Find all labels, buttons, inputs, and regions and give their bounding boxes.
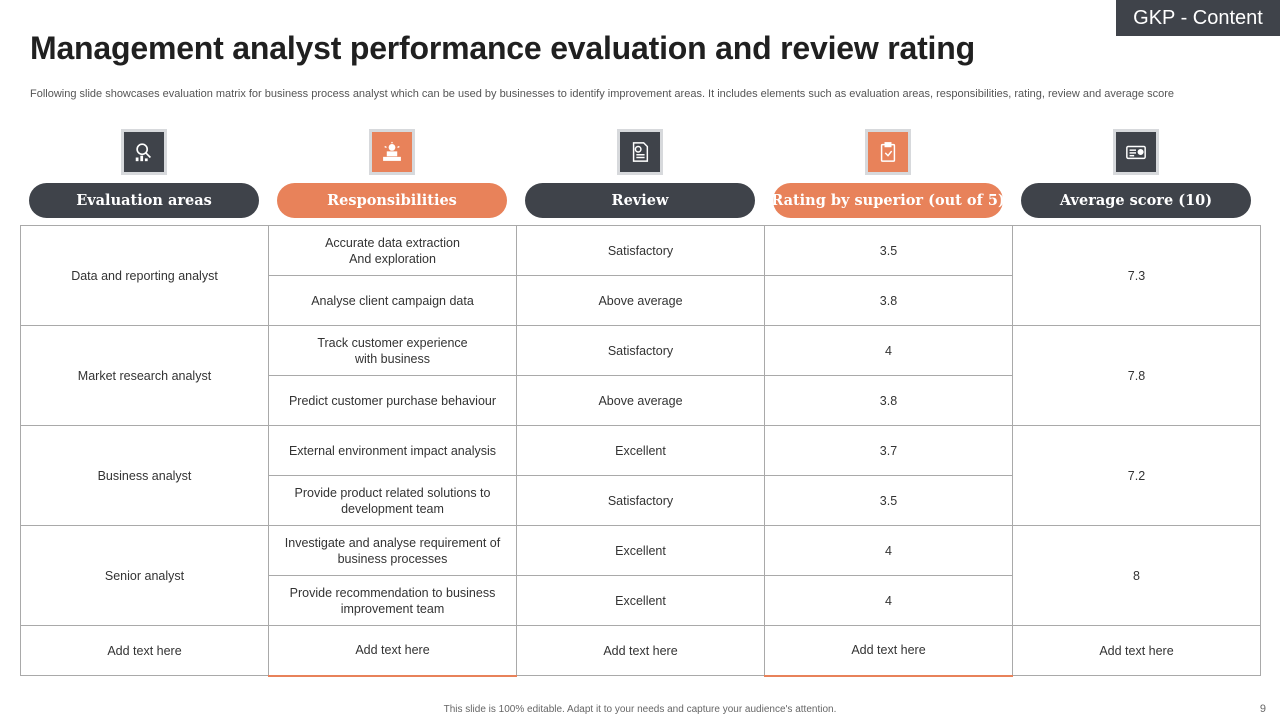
evaluation-area-cell: Data and reporting analyst xyxy=(20,225,269,326)
responsibility-cell: Accurate data extraction And exploration xyxy=(268,225,517,276)
table-row: Provide product related solutions to deve… xyxy=(21,475,1261,526)
section-badge: GKP - Content xyxy=(1116,0,1280,36)
responsibility-cell: Track customer experience with business xyxy=(268,325,517,376)
average-score-cell: 8 xyxy=(1012,525,1261,626)
review-cell: Above average xyxy=(516,275,765,326)
page-title: Management analyst performance evaluatio… xyxy=(30,30,975,66)
rating-cell: 3.5 xyxy=(764,225,1013,276)
table-row: Market research analyst Track customer e… xyxy=(20,325,1261,426)
average-score-cell: 7.3 xyxy=(1012,225,1261,326)
rating-cell: 3.8 xyxy=(764,275,1013,326)
column-icons-row xyxy=(20,129,1260,175)
placeholder-cell: Add text here xyxy=(764,625,1013,677)
table-row: Predict customer purchase behaviour Abov… xyxy=(21,375,1261,426)
placeholder-cell: Add text here xyxy=(20,625,269,676)
review-cell: Satisfactory xyxy=(516,225,765,276)
clipboard-icon xyxy=(865,129,911,175)
header-rating: Rating by superior (out of 5) xyxy=(771,183,1005,218)
responsibility-cell: External environment impact analysis xyxy=(268,425,517,476)
review-cell: Excellent xyxy=(516,575,765,626)
table-row: Senior analyst Investigate and analyse r… xyxy=(20,525,1261,626)
table-row: Business analyst External environment im… xyxy=(20,425,1261,526)
footer-note: This slide is 100% editable. Adapt it to… xyxy=(443,704,837,715)
placeholder-cell: Add text here xyxy=(1012,625,1261,676)
review-cell: Satisfactory xyxy=(516,475,765,526)
review-cell: Satisfactory xyxy=(516,325,765,376)
rating-cell: 4 xyxy=(764,525,1013,576)
rating-cell: 4 xyxy=(764,575,1013,626)
page-subtitle: Following slide showcases evaluation mat… xyxy=(30,88,1174,100)
report-document-icon xyxy=(617,129,663,175)
header-review: Review xyxy=(525,183,755,218)
table-row-placeholder: Add text here Add text here Add text her… xyxy=(20,625,1261,677)
table-row: Provide recommendation to business improv… xyxy=(21,575,1261,626)
placeholder-cell: Add text here xyxy=(516,625,765,676)
table-row: Data and reporting analyst Accurate data… xyxy=(20,225,1261,326)
evaluation-matrix-table: Data and reporting analyst Accurate data… xyxy=(20,225,1261,677)
review-cell: Above average xyxy=(516,375,765,426)
review-cell: Excellent xyxy=(516,425,765,476)
rating-cell: 4 xyxy=(764,325,1013,376)
header-average-score: Average score (10) xyxy=(1021,183,1251,218)
responsibility-cell: Predict customer purchase behaviour xyxy=(268,375,517,426)
header-responsibilities: Responsibilities xyxy=(277,183,507,218)
responsibility-cell: Provide recommendation to business improv… xyxy=(268,575,517,626)
page-number: 9 xyxy=(1259,703,1266,715)
average-score-cell: 7.2 xyxy=(1012,425,1261,526)
responsibility-cell: Investigate and analyse requirement of bu… xyxy=(268,525,517,576)
rating-cell: 3.5 xyxy=(764,475,1013,526)
header-evaluation-areas: Evaluation areas xyxy=(29,183,259,218)
evaluation-area-cell: Senior analyst xyxy=(20,525,269,626)
placeholder-cell: Add text here xyxy=(268,625,517,677)
podium-icon xyxy=(369,129,415,175)
analytics-search-icon xyxy=(121,129,167,175)
responsibility-cell: Provide product related solutions to deve… xyxy=(268,475,517,526)
evaluation-area-cell: Market research analyst xyxy=(20,325,269,426)
id-card-icon xyxy=(1113,129,1159,175)
evaluation-area-cell: Business analyst xyxy=(20,425,269,526)
average-score-cell: 7.8 xyxy=(1012,325,1261,426)
rating-cell: 3.7 xyxy=(764,425,1013,476)
review-cell: Excellent xyxy=(516,525,765,576)
rating-cell: 3.8 xyxy=(764,375,1013,426)
column-headers-row: Evaluation areas Responsibilities Review… xyxy=(20,183,1260,218)
table-row: Analyse client campaign data Above avera… xyxy=(21,275,1261,326)
responsibility-cell: Analyse client campaign data xyxy=(268,275,517,326)
